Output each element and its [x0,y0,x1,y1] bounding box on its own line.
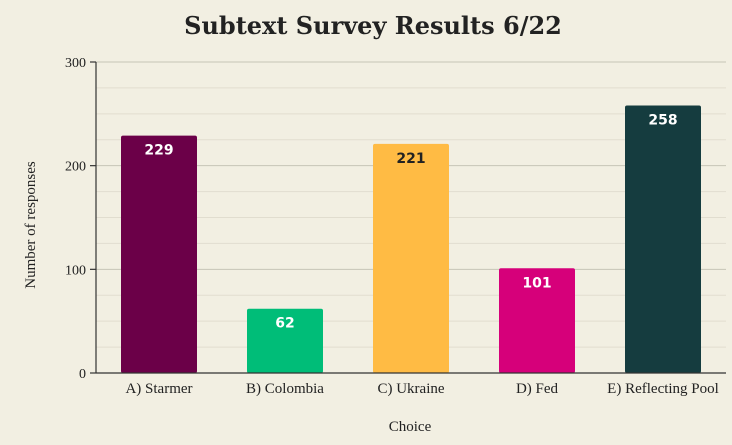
data-label: 229 [144,143,173,159]
y-tick-label: 200 [65,160,86,175]
bar [625,105,701,373]
data-label: 101 [522,275,551,291]
x-axis-title: Choice [389,419,432,435]
y-tick-label: 100 [65,263,86,278]
x-tick-label: E) Reflecting Pool [607,381,719,397]
bar [247,308,323,373]
y-tick-label: 0 [79,367,86,382]
x-axis-tick-labels: A) Starmer B) Colombia C) Ukraine D) Fed E) … [125,381,718,397]
data-label: 62 [275,316,294,332]
data-label: 258 [648,113,677,129]
y-axis-title: Number of responses [23,161,39,289]
x-tick-label: D) Fed [516,381,559,397]
bar [373,143,449,373]
bars: 229 62 221 101 258 [121,105,701,373]
bar [499,268,575,373]
bar [121,135,197,373]
x-tick-label: C) Ukraine [377,381,444,397]
x-tick-label: B) Colombia [246,381,324,397]
data-label: 221 [396,151,425,167]
y-axis-tick-labels: 0 100 200 300 [65,56,96,382]
y-tick-label: 300 [65,56,86,71]
chart-title: Subtext Survey Results 6/22 [184,11,562,40]
x-tick-label: A) Starmer [125,381,192,397]
